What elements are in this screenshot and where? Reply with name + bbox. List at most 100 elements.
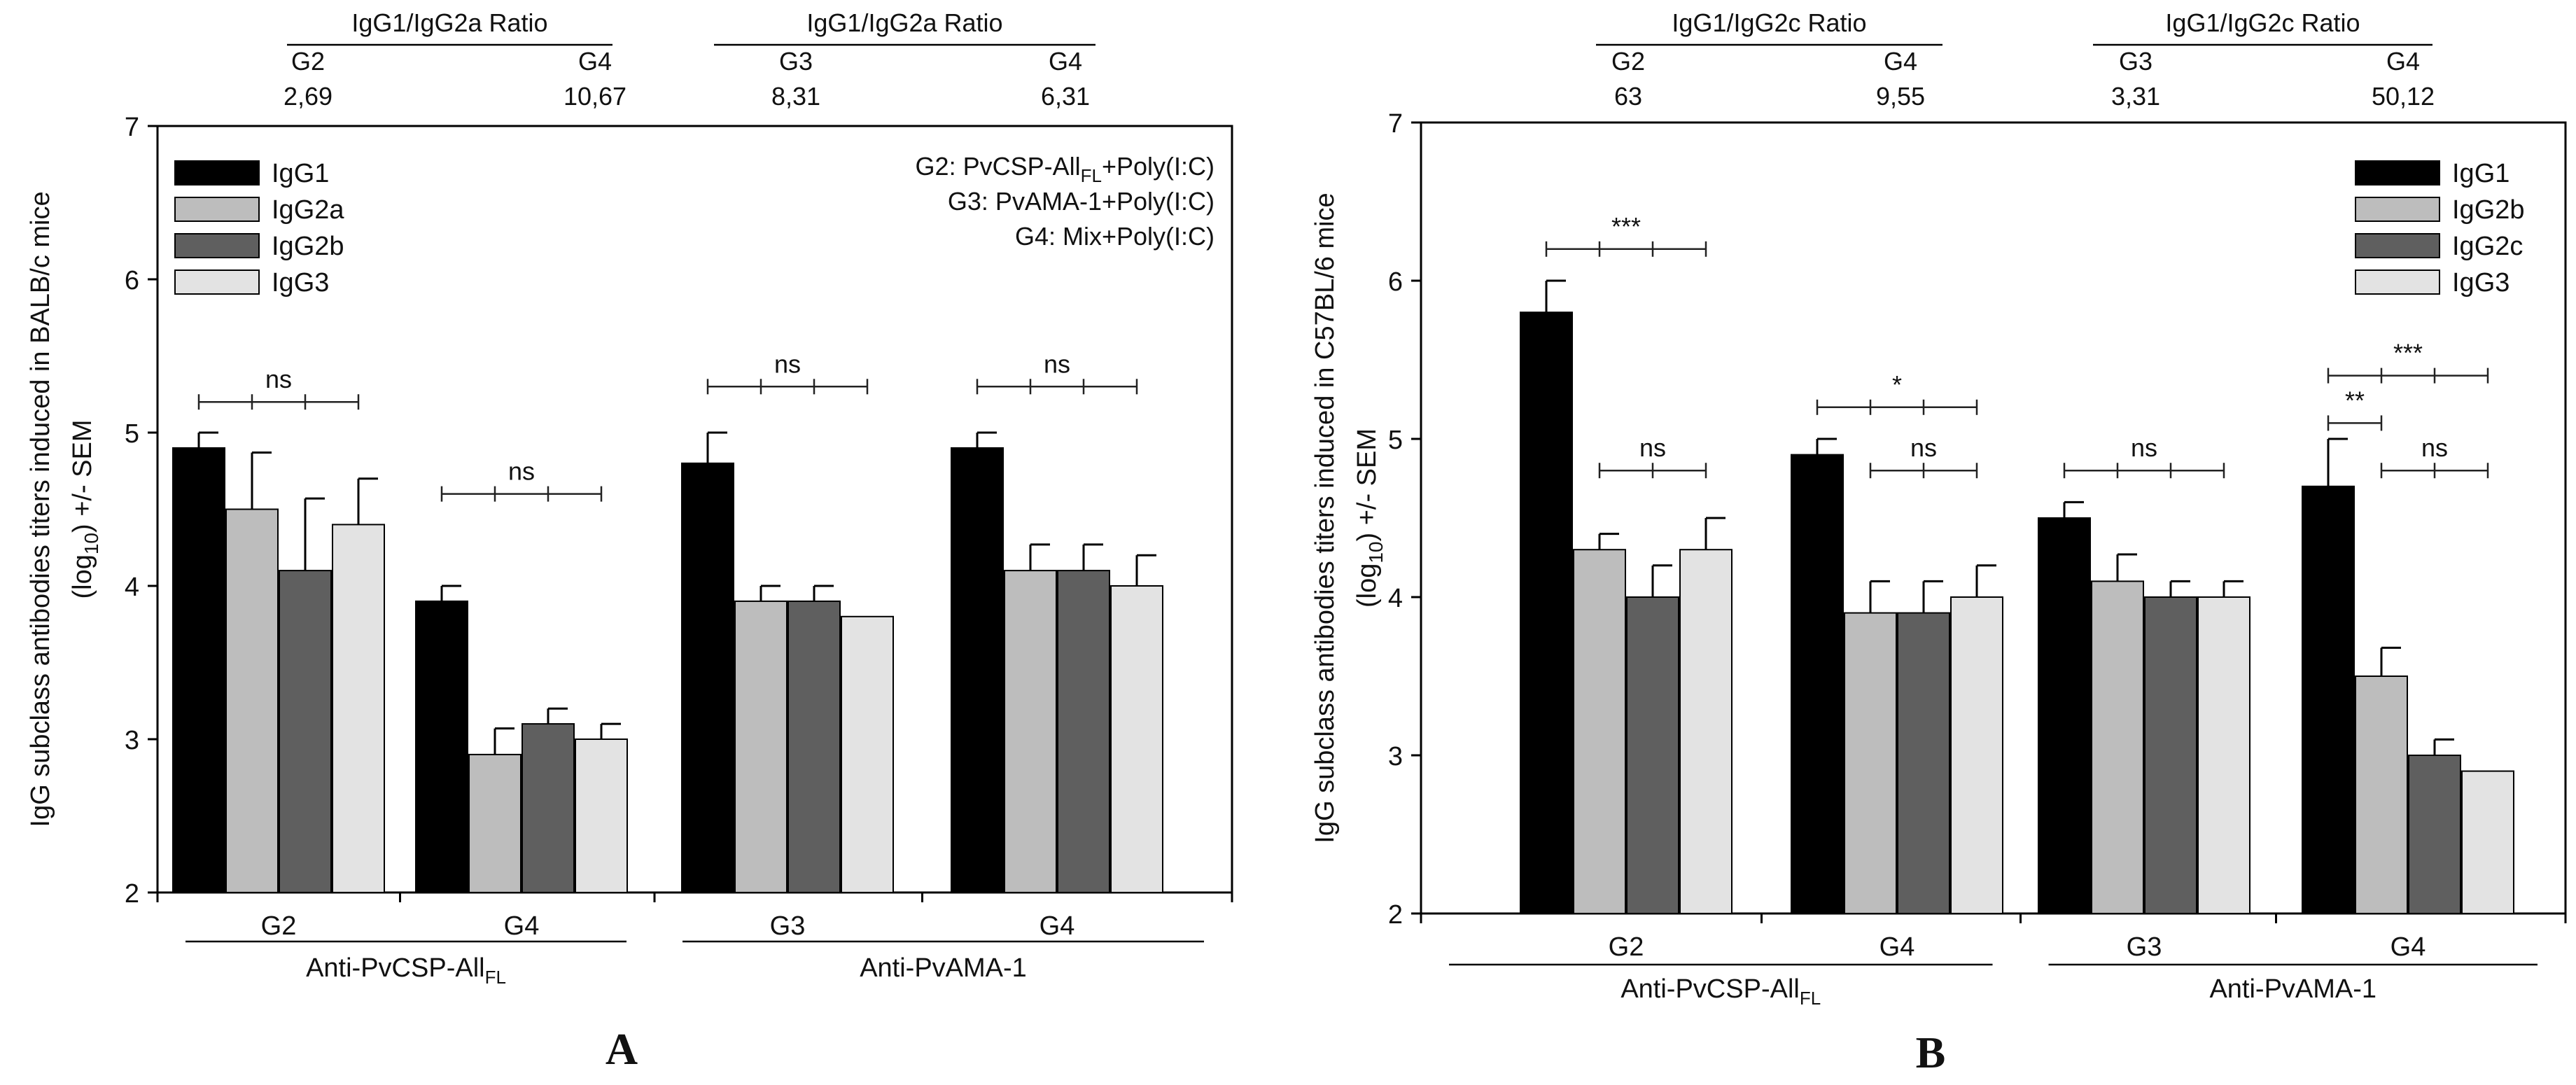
panel-a-annotation-text: G4: Mix+Poly(I:C): [1015, 222, 1214, 251]
panel-b-legend-swatch-igg2b: [2355, 197, 2440, 222]
panel-a-y-axis-unit-sub: 10: [80, 533, 102, 554]
panel-b-group-label: Anti-PvCSP-AllFL: [1620, 974, 1821, 1009]
panel-a-x-tick-label: G4: [504, 911, 540, 941]
panel-a-ratio-title: IgG1/IgG2a Ratio: [806, 8, 1002, 37]
panel-a-ratio-title: IgG1/IgG2a Ratio: [351, 8, 547, 37]
panel-a-legend-swatch-igg1: [174, 160, 260, 186]
panel-a-bar-igg2a: [225, 508, 279, 893]
panel-a-ratio-group: G2: [291, 47, 325, 76]
panel-a-y-axis-label: IgG subclass antibodies titers induced i…: [26, 191, 55, 827]
panel-a-legend-label-igg2b: IgG2b: [272, 232, 344, 261]
panel-b-significance-label: ***: [2393, 339, 2423, 368]
panel-b-legend-swatch-igg3: [2355, 270, 2440, 295]
panel-b-significance-label: ***: [1611, 212, 1641, 241]
panel-b-bar-igg1: [2302, 485, 2355, 914]
panel-a-bar-igg3: [332, 524, 385, 893]
panel-a-bar-igg3: [841, 615, 894, 893]
panel-a-group-label: Anti-PvAMA-1: [860, 953, 1027, 983]
panel-a-bar-igg1: [681, 462, 734, 893]
panel-a-y-axis-unit-pre: (log: [68, 554, 97, 598]
panel-b-ratio-title: IgG1/IgG2c Ratio: [1672, 8, 1866, 37]
panel-b-ratio-value: 50,12: [2372, 82, 2435, 111]
panel-b-panel-letter: B: [1916, 1028, 1946, 1077]
panel-b-significance-label: ns: [1639, 433, 1666, 462]
panel-a-x-tick-label: G2: [261, 911, 297, 941]
panel-a-annotation-post: +Poly(I:C): [1102, 152, 1214, 181]
panel-b-significance-label: ns: [2421, 433, 2448, 462]
panel-a-bar-igg2b: [522, 723, 575, 893]
panel-a-bar-igg2b: [788, 600, 841, 894]
panel-b-significance-label: ns: [2131, 433, 2157, 462]
panel-b-group-label-text: Anti-PvCSP-All: [1620, 974, 1800, 1004]
panel-a-y-axis-unit: (log10) +/- SEM: [68, 419, 102, 598]
panel-b-bar-igg2c: [2408, 755, 2461, 914]
panel-b-legend-label-igg1: IgG1: [2452, 159, 2510, 188]
panel-a-x-tick-label: G3: [770, 911, 806, 941]
panel-b-bar-igg2b: [2355, 676, 2408, 914]
panel-b-significance-label: **: [2345, 386, 2365, 414]
panel-b-x-tick-label: G2: [1609, 932, 1644, 962]
panel-a-group-label-text: Anti-PvCSP-All: [306, 953, 485, 983]
panel-a-ratio-value: 2,69: [284, 82, 332, 111]
panel-b-bar-igg3: [1950, 596, 2003, 914]
panel-b-bar-igg2b: [1844, 612, 1897, 914]
panel-a-y-axis-unit-post: ) +/- SEM: [68, 419, 97, 533]
panel-b-x-tick-label: G3: [2127, 932, 2162, 962]
panel-b-legend-swatch-igg1: [2355, 160, 2440, 186]
panel-b-bar-igg3: [2197, 596, 2250, 914]
panel-a-bar-igg2b: [1057, 570, 1110, 893]
panel-a-significance-label: ns: [508, 457, 535, 486]
panel-a-y-tick-label: 2: [125, 879, 139, 909]
panel-b-bar-igg2c: [2144, 596, 2197, 914]
panel-a-legend-label-igg1: IgG1: [272, 159, 329, 188]
panel-b-ratio-group: G2: [1611, 47, 1645, 76]
panel-b-legend-label-igg3: IgG3: [2452, 268, 2510, 298]
panel-a-significance-label: ns: [265, 365, 292, 393]
panel-b-bar-igg2b: [2091, 580, 2144, 915]
panel-b-group-label: Anti-PvAMA-1: [2209, 974, 2376, 1004]
panel-b-bar-igg3: [2461, 770, 2514, 914]
panel-a-ratio-value: 10,67: [564, 82, 626, 111]
panel-b-bar-igg2c: [1897, 612, 1950, 914]
panel-a-legend-label-igg2a: IgG2a: [272, 195, 344, 225]
panel-b-bar-igg3: [1679, 549, 1732, 914]
panel-a-bar-igg3: [1110, 585, 1163, 893]
panel-b-bar-igg1: [1791, 454, 1844, 914]
panel-a-x-tick-label: G4: [1040, 911, 1075, 941]
panel-b-legend-swatch-igg2c: [2355, 233, 2440, 258]
panel-a-bar-igg2b: [279, 570, 332, 893]
panel-a-bar-igg1: [951, 447, 1004, 893]
panel-a-bar-igg3: [575, 738, 628, 893]
panel-b-y-axis-unit-post: ) +/- SEM: [1352, 428, 1382, 542]
panel-a-y-tick-label: 7: [125, 113, 139, 142]
panel-a-y-tick-label: 6: [125, 266, 139, 295]
panel-b-y-axis-label: IgG subclass antibodies titers induced i…: [1310, 192, 1340, 843]
panel-a-bar-igg2a: [468, 753, 522, 894]
panel-b-ratio-title: IgG1/IgG2c Ratio: [2165, 8, 2360, 37]
panel-b-y-tick-label: 5: [1388, 426, 1403, 455]
panel-b-y-tick-label: 4: [1388, 584, 1403, 613]
panel-a-ratio-group: G3: [779, 47, 813, 76]
panel-a-legend-label-igg3: IgG3: [272, 268, 329, 298]
panel-a-annotation-text: G3: PvAMA-1+Poly(I:C): [948, 187, 1214, 216]
panel-b-legend-label-igg2c: IgG2c: [2452, 232, 2523, 261]
panel-b-x-tick-label: G4: [2390, 932, 2426, 962]
panel-b-y-tick-label: 6: [1388, 267, 1403, 297]
panel-a-annotation-line: G4: Mix+Poly(I:C): [1015, 222, 1214, 251]
panel-b-y-tick-label: 3: [1388, 742, 1403, 771]
panel-a-group-label: Anti-PvCSP-AllFL: [306, 953, 506, 988]
panel-a-legend-swatch-igg2a: [174, 197, 260, 222]
panel-b-bar-igg1: [2038, 517, 2091, 914]
panel-a-bar-igg1: [172, 447, 225, 893]
panel-b-ratio-group: G4: [1884, 47, 1917, 76]
panel-b-y-tick-label: 7: [1388, 109, 1403, 139]
panel-a-annotation-sub: FL: [1081, 165, 1102, 186]
panel-a-y-tick-label: 3: [125, 726, 139, 755]
panel-b-group-label-text: Anti-PvAMA-1: [2209, 974, 2376, 1004]
panel-b-y-tick-label: 2: [1388, 900, 1403, 930]
panel-a-chart: 2 3 4 5 6 7 G2 G4 G3 G4 ns ns ns ns IgG1 IgG2a IgG2b IgG3…: [26, 8, 1233, 1074]
panel-b-group-label-sub: FL: [1800, 988, 1821, 1009]
panel-a-y-tick-label: 5: [125, 419, 139, 449]
